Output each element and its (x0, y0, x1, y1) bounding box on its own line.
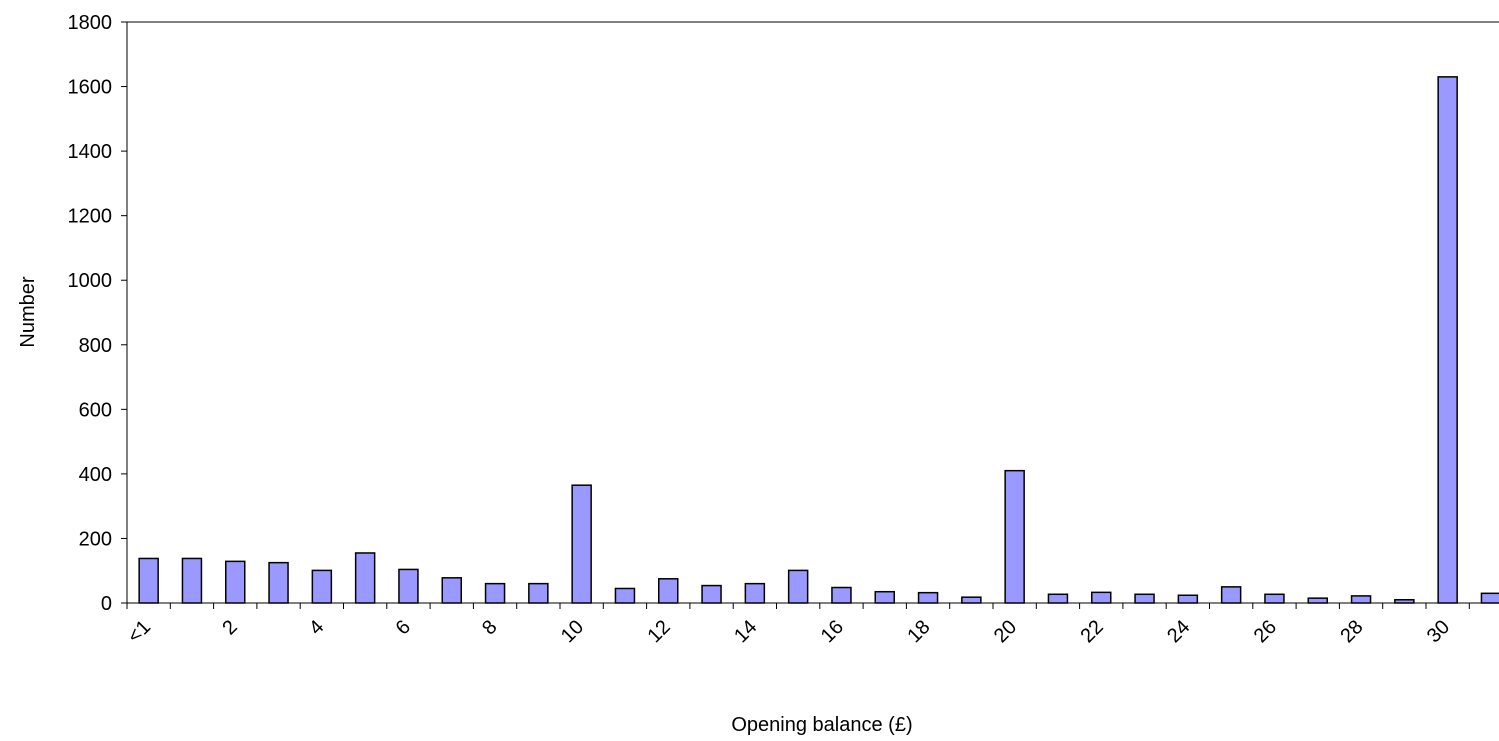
y-tick-label: 800 (79, 335, 112, 357)
y-tick-label: 200 (79, 528, 112, 550)
bar-31 (1480, 592, 1499, 604)
bar-22 (1091, 591, 1112, 604)
bar-4 (311, 569, 333, 604)
x-tick-label: 8 (478, 616, 501, 639)
x-tick-label: <1 (123, 616, 155, 648)
y-tick-label: 400 (79, 464, 112, 486)
x-tick-label: 20 (990, 616, 1021, 647)
bar-11 (614, 587, 636, 604)
bar-14 (744, 582, 766, 604)
y-tick-label: 0 (101, 593, 112, 615)
x-tick-label: 10 (557, 616, 588, 647)
bar-28 (1350, 595, 1372, 604)
bar-6 (398, 568, 419, 604)
x-tick-label: 16 (817, 616, 848, 647)
x-tick-label: 12 (643, 616, 674, 647)
bar-15 (787, 569, 809, 604)
x-axis-ticks: <1 2 4 6 8 10 12 14 16 18 20 22 24 26 28 30 (123, 603, 1470, 648)
bar-21 (1047, 593, 1069, 604)
bar-3 (268, 561, 289, 604)
bar-24 (1177, 594, 1199, 604)
y-tick-label: 1200 (68, 206, 113, 228)
bar-5 (354, 552, 376, 604)
bar-18 (917, 591, 939, 604)
bar-23 (1134, 593, 1155, 604)
y-tick-label: 1000 (68, 270, 113, 292)
bar-8 (484, 582, 506, 604)
bar-13 (701, 584, 722, 604)
bar-25 (1220, 586, 1242, 604)
bar-series (138, 76, 1499, 604)
y-tick-label: 1600 (68, 77, 113, 99)
bar-16 (831, 586, 852, 604)
bar-20 (1004, 469, 1025, 604)
x-tick-label: 4 (305, 616, 328, 639)
bar-27 (1307, 597, 1328, 604)
bar-17 (874, 590, 895, 604)
x-tick-label: 22 (1076, 616, 1107, 647)
x-tick-label: 28 (1336, 616, 1367, 647)
bar-9 (528, 582, 549, 604)
y-axis-ticks: 0 200 400 600 800 1000 1200 1400 1600 1800 (68, 12, 127, 615)
y-tick-label: 600 (79, 399, 112, 421)
bar-7 (441, 577, 462, 604)
x-tick-label: 18 (903, 616, 934, 647)
x-tick-label: 2 (218, 616, 241, 639)
bar-10 (571, 484, 592, 604)
x-axis-label: Opening balance (£) (731, 714, 912, 736)
bar-26 (1264, 593, 1285, 604)
x-tick-label: 6 (392, 616, 415, 639)
x-tick-label: 30 (1423, 616, 1454, 647)
x-tick-label: 24 (1163, 616, 1194, 647)
bar-1 (181, 557, 203, 604)
y-axis-label: Number (17, 276, 39, 347)
x-tick-label: 14 (730, 616, 761, 647)
y-tick-label: 1800 (68, 12, 113, 34)
bar-<1 (138, 557, 159, 604)
y-tick-label: 1400 (68, 141, 113, 163)
x-tick-label: 26 (1250, 616, 1281, 647)
bar-2 (225, 560, 246, 604)
bar-19 (961, 596, 982, 604)
bar-30 (1437, 76, 1458, 604)
bar-12 (658, 578, 679, 604)
